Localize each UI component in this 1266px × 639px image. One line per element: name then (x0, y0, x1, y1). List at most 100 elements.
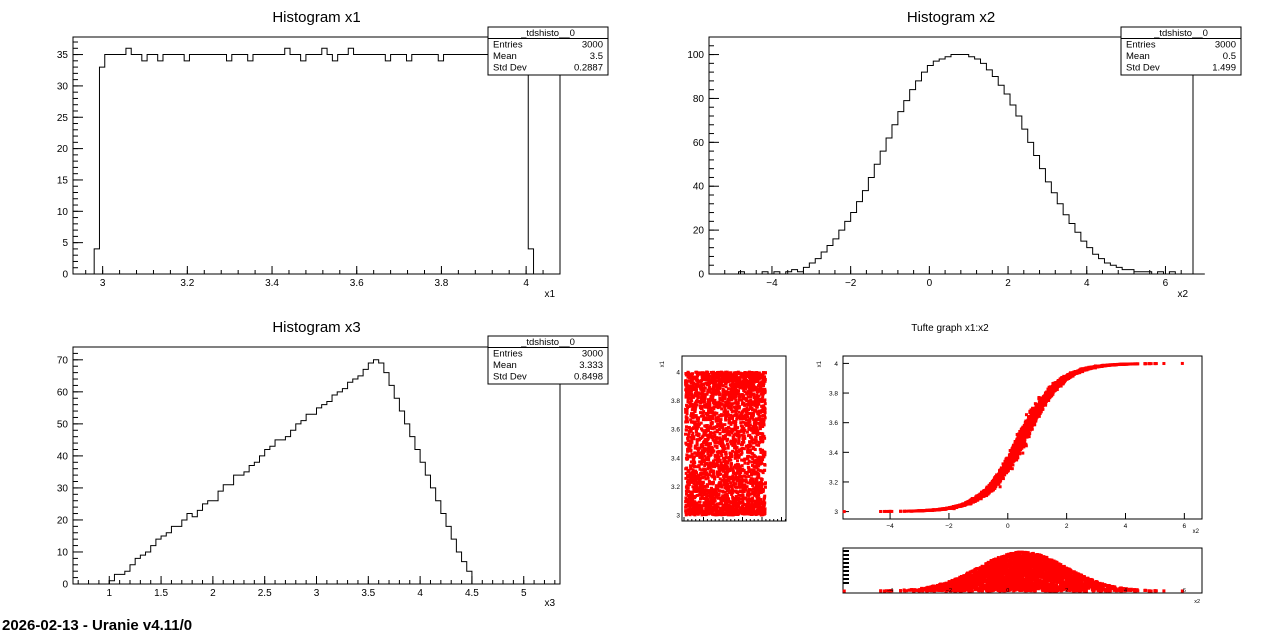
tufte-point (966, 501, 970, 505)
hist1-xtick-label: 3 (100, 278, 106, 289)
tufte-point (1016, 437, 1020, 441)
tufte-side-point (723, 423, 727, 427)
tufte-point (1133, 362, 1137, 366)
tufte-point (1020, 432, 1024, 436)
tufte-point (1070, 373, 1074, 377)
tufte-side-point (684, 471, 688, 475)
tufte-side-point (689, 490, 693, 494)
tufte-side-point (689, 429, 693, 433)
tufte-point (969, 498, 973, 502)
tufte-point (1046, 398, 1050, 402)
tufte-point (1121, 362, 1125, 366)
tufte-side-point (733, 463, 737, 467)
tufte-point (1004, 459, 1008, 463)
tufte-side-point (744, 410, 748, 414)
tufte-point (1060, 377, 1064, 381)
hist1-stats-label: Std Dev (493, 63, 527, 74)
tufte-side-point (706, 476, 710, 480)
tufte-side-point (719, 418, 723, 422)
tufte-side-point (742, 468, 746, 472)
tufte-point (941, 507, 945, 511)
tufte-side-point (741, 436, 745, 440)
tufte-point (1025, 423, 1029, 427)
tufte-side-point (755, 393, 759, 397)
tufte-side-point (703, 464, 707, 468)
tufte-point (1037, 395, 1041, 399)
tufte-side-point (702, 389, 706, 393)
tufte-side-point (711, 475, 715, 479)
tufte-side-point (691, 469, 695, 473)
tufte-side-point (708, 461, 712, 465)
hist2-stats-value: 1.499 (1212, 63, 1236, 74)
tufte-side-point (753, 500, 757, 504)
tufte-side-point (752, 459, 756, 463)
tufte-point (1154, 362, 1158, 366)
tufte-side-point (702, 485, 706, 489)
tufte-point (1091, 366, 1095, 370)
tufte-side-point (700, 513, 704, 517)
tufte-point (1047, 394, 1051, 398)
tufte-side-point (723, 470, 727, 474)
tufte-side-point (702, 447, 706, 451)
tufte-side-point (695, 493, 699, 497)
tufte-side-point (721, 434, 725, 438)
tufte-side-point (762, 455, 766, 459)
tufte-side-point (701, 441, 705, 445)
hist1-ytick-label: 5 (62, 238, 68, 249)
tufte-ytick-label: 3 (834, 509, 838, 516)
tufte-point (1042, 399, 1046, 403)
hist1-ytick-label: 25 (57, 113, 69, 124)
tufte-point (918, 509, 922, 513)
tufte-side-point (749, 405, 753, 409)
tufte-scatter-frame (842, 355, 1203, 520)
tufte-point (1055, 381, 1059, 385)
tufte-point (910, 509, 914, 513)
tufte-side-point (710, 461, 714, 465)
tufte-point (994, 481, 998, 485)
tufte-point (1046, 392, 1050, 396)
tufte-side-point (727, 416, 731, 420)
tufte-side-point (741, 489, 745, 493)
hist1-xtick-label: 3.8 (434, 278, 448, 289)
hist3-xtick-label: 4.5 (465, 588, 479, 599)
tufte-side-point (698, 503, 702, 507)
tufte-point (1048, 386, 1052, 390)
tufte-point (1024, 413, 1028, 417)
tufte-side-point (699, 398, 703, 402)
tufte-side-point (689, 493, 693, 497)
tufte-point (1033, 402, 1037, 406)
tufte-point (1031, 422, 1035, 426)
tufte-side-point (743, 415, 747, 419)
tufte-point (1038, 410, 1042, 414)
tufte-side-point (686, 493, 690, 497)
tufte-point (1048, 390, 1052, 394)
tufte-side-point (689, 500, 693, 504)
tufte-side-point (717, 455, 721, 459)
tufte-side-point (763, 402, 767, 406)
hist3-ytick-label: 50 (57, 419, 69, 430)
tufte-point (1012, 450, 1016, 454)
tufte-point (1028, 415, 1032, 419)
tufte-side-point (720, 376, 724, 380)
tufte-side-point (729, 387, 733, 391)
tufte-side-point (757, 382, 761, 386)
hist3-stats-box (487, 335, 609, 385)
tufte-side-point (706, 429, 710, 433)
hist2-ytick-label: 0 (698, 270, 704, 281)
tufte-point (890, 509, 894, 513)
tufte-side-point (712, 370, 716, 374)
tufte-point (1040, 402, 1044, 406)
tufte-side-point (761, 453, 765, 457)
tufte-side-point (748, 426, 752, 430)
tufte-point (1103, 363, 1107, 367)
tufte-xtick-label: −2 (945, 523, 953, 530)
tufte-side-point (706, 499, 710, 503)
tufte-point (1010, 450, 1014, 454)
tufte-side-point (700, 508, 704, 512)
tufte-side-point (747, 466, 751, 470)
tufte-point (999, 478, 1003, 482)
tufte-side-point (705, 473, 709, 477)
tufte-side-point (741, 499, 745, 503)
tufte-side-point (758, 387, 762, 391)
tufte-point (1020, 439, 1024, 443)
